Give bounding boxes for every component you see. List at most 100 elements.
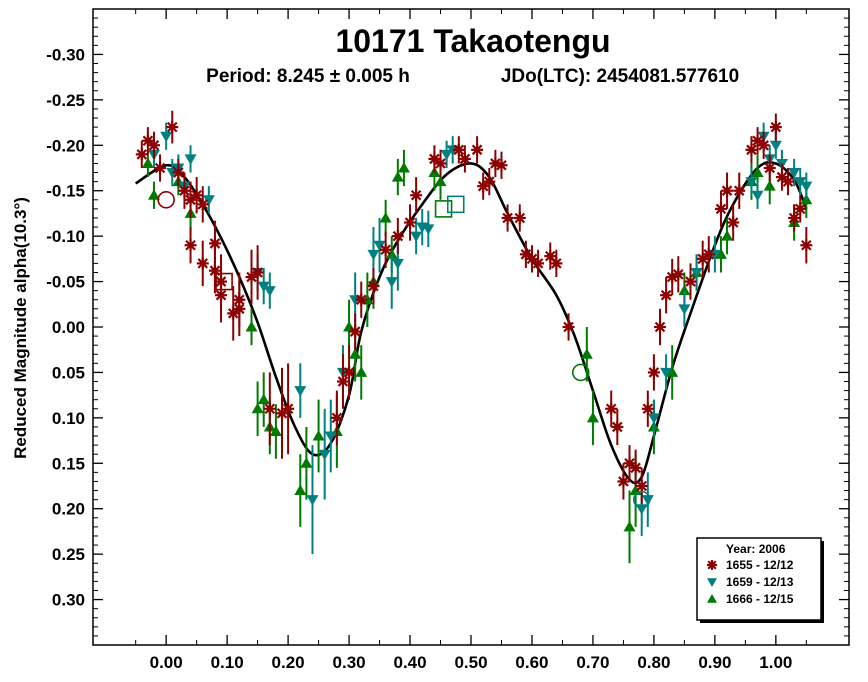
data-point — [330, 411, 343, 424]
triangle-up-shape — [379, 211, 392, 223]
data-point — [184, 154, 197, 165]
y-tick-label: 0.15 — [52, 454, 85, 473]
data-point — [788, 211, 801, 224]
data-point — [257, 281, 270, 293]
asterisk-stroke — [264, 403, 276, 415]
legend-shadow-right — [821, 541, 824, 623]
asterisk-stroke — [148, 140, 160, 151]
y-tick-label: 0.10 — [52, 409, 85, 428]
y-tick-label: 0.00 — [52, 318, 85, 337]
triangle-up-shape — [434, 175, 447, 187]
triangle-down-shape — [263, 286, 276, 297]
asterisk-stroke — [282, 403, 294, 415]
triangle-up-shape — [580, 348, 593, 359]
data-point — [721, 230, 734, 241]
asterisk-stroke — [355, 294, 367, 306]
data-point — [440, 149, 453, 161]
asterisk-stroke — [605, 403, 617, 415]
asterisk-stroke — [337, 376, 349, 387]
data-point — [617, 475, 630, 488]
highlight-square — [434, 200, 453, 218]
asterisk-stroke — [733, 185, 745, 196]
triangle-down-shape — [769, 140, 782, 152]
data-point — [623, 457, 636, 470]
data-point — [208, 264, 221, 277]
y-tick-label: -0.05 — [46, 273, 85, 292]
x-tick-label: 0.70 — [576, 653, 609, 672]
legend-marker — [707, 560, 717, 570]
triangle-down-shape — [318, 449, 331, 461]
triangle-down-shape — [422, 224, 435, 235]
data-point — [379, 211, 392, 223]
y-tick-label: -0.25 — [46, 91, 85, 110]
data-point — [282, 402, 295, 415]
data-point — [196, 257, 209, 270]
data-point — [147, 189, 160, 200]
data-point — [336, 375, 349, 388]
data-point — [324, 431, 337, 443]
data-point — [263, 402, 276, 415]
asterisk-stroke — [471, 144, 483, 156]
asterisk-stroke — [185, 239, 196, 251]
data-point — [233, 293, 246, 306]
triangle-up-shape — [714, 248, 727, 259]
y-tick-label: -0.30 — [46, 45, 85, 64]
data-point — [379, 243, 392, 256]
asterisk-stroke — [624, 458, 635, 469]
chart-legend: Year: 2006 1655 - 12/12 1659 - 12/13 1666 … — [696, 537, 824, 623]
x-tick-label: 0.40 — [393, 653, 426, 672]
triangle-up-shape — [349, 348, 362, 359]
data-point — [647, 366, 660, 379]
axis-tick-labels: 0.00 0.10 0.20 0.30 0.40 0.50 0.60 0.70 0.80 0.90… — [46, 45, 792, 672]
legend-entry-label: 1666 - 12/15 — [726, 592, 794, 606]
triangle-down-shape — [324, 431, 337, 443]
asterisk-stroke — [551, 258, 562, 269]
data-point — [684, 275, 697, 288]
data-point — [251, 266, 264, 279]
data-point — [727, 216, 740, 229]
asterisk-stroke — [801, 239, 812, 251]
triangle-up-shape — [751, 166, 764, 178]
asterisk-stroke — [209, 238, 221, 249]
legend-entry-label: 1659 - 12/13 — [726, 575, 794, 589]
data-point — [190, 189, 203, 202]
data-point — [660, 367, 673, 379]
triangle-up-shape — [678, 284, 691, 296]
data-point — [769, 121, 782, 134]
triangle-up-shape — [707, 594, 717, 603]
asterisk-stroke — [197, 258, 209, 269]
triangle-up-shape — [666, 366, 679, 377]
data-point — [215, 289, 228, 302]
asterisk-stroke — [782, 176, 794, 187]
data-point — [550, 257, 563, 270]
asterisk-stroke — [648, 367, 660, 378]
highlight-circle — [632, 490, 651, 509]
data-point — [312, 430, 325, 441]
triangle-up-shape — [147, 189, 160, 200]
data-point — [794, 202, 807, 215]
asterisk-stroke — [703, 249, 715, 260]
data-point — [763, 180, 776, 191]
asterisk-stroke — [630, 462, 641, 474]
asterisk-stroke — [142, 135, 154, 147]
asterisk-stroke — [209, 265, 221, 276]
data-point — [800, 181, 813, 193]
data-point — [391, 230, 404, 243]
asterisk-stroke — [685, 276, 696, 287]
y-tick-label: -0.10 — [46, 227, 85, 246]
x-tick-label: 0.10 — [211, 653, 244, 672]
asterisk-stroke — [490, 158, 501, 169]
triangle-up-shape — [245, 321, 258, 332]
triangle-up-shape — [300, 457, 313, 468]
highlight-square — [446, 195, 465, 214]
asterisk-stroke — [435, 158, 446, 169]
asterisk-stroke — [642, 403, 654, 415]
data-point — [294, 386, 307, 397]
data-point — [251, 402, 264, 414]
data-point — [269, 425, 282, 436]
asterisk-stroke — [404, 217, 416, 228]
data-point — [263, 286, 276, 297]
asterisk-stroke — [764, 162, 776, 174]
triangle-down-shape — [647, 413, 660, 424]
data-point — [166, 121, 179, 134]
